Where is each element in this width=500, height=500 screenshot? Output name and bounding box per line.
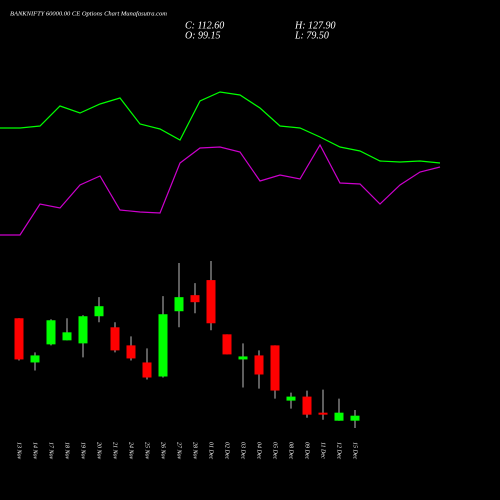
x-tick-label: 11 Dec [320, 442, 326, 459]
candle-body [206, 280, 216, 324]
candle-body [334, 412, 344, 421]
x-tick-label: 18 Nov [64, 442, 70, 460]
x-tick-label: 12 Dec [336, 442, 342, 459]
candle-body [302, 396, 312, 415]
x-tick-label: 27 Nov [176, 442, 182, 460]
x-tick-label: 01 Dec [208, 442, 214, 459]
x-tick-label: 05 Dec [272, 442, 278, 459]
candle-body [94, 306, 104, 317]
candle-body [270, 345, 280, 391]
low-label: L: 79.50 [294, 30, 329, 41]
candle-body [238, 356, 248, 360]
indicator-line [0, 143, 441, 236]
x-tick-label: 26 Nov [160, 442, 166, 460]
x-tick-label: 24 Nov [128, 442, 135, 460]
indicator-line [0, 91, 441, 164]
x-tick-label: 19 Nov [80, 442, 86, 460]
x-tick-label: 21 Nov [112, 442, 118, 460]
open-label: O: 99.15 [185, 30, 221, 41]
x-tick-label: 25 Nov [144, 442, 150, 460]
x-tick-label: 13 Nov [16, 442, 22, 460]
candle-body [126, 345, 136, 359]
candle-body [46, 320, 56, 345]
candle-body [14, 318, 24, 360]
candle-body [286, 396, 296, 401]
x-tick-label: 02 Dec [224, 442, 230, 459]
candle-body [62, 332, 72, 341]
candle-body [222, 334, 232, 355]
candle-body [78, 316, 88, 344]
candle-body [30, 355, 40, 363]
candle-body [350, 415, 360, 421]
x-tick-label: 09 Dec [304, 442, 310, 459]
high-label: H: 127.90 [294, 20, 336, 31]
chart-title: BANKNIFTY 60000.00 CE Options Chart Muna… [10, 10, 167, 17]
x-tick-label: 14 Nov [32, 442, 39, 460]
x-tick-label: 17 Nov [48, 442, 54, 460]
candle-body [254, 355, 264, 375]
candle-body [142, 362, 152, 378]
x-tick-label: 20 Nov [96, 442, 102, 460]
candle-body [158, 314, 168, 377]
candle-body [174, 297, 184, 312]
x-tick-label: 03 Dec [240, 442, 246, 459]
x-tick-label: 15 Dec [352, 442, 358, 459]
x-tick-label: 28 Nov [192, 442, 198, 460]
x-tick-label: 08 Dec [288, 442, 294, 459]
x-tick-label: 04 Dec [256, 442, 263, 459]
close-label: C: 112.60 [185, 20, 224, 31]
candle-body [190, 295, 200, 303]
candle-body [110, 327, 120, 351]
candle-body [318, 412, 328, 415]
